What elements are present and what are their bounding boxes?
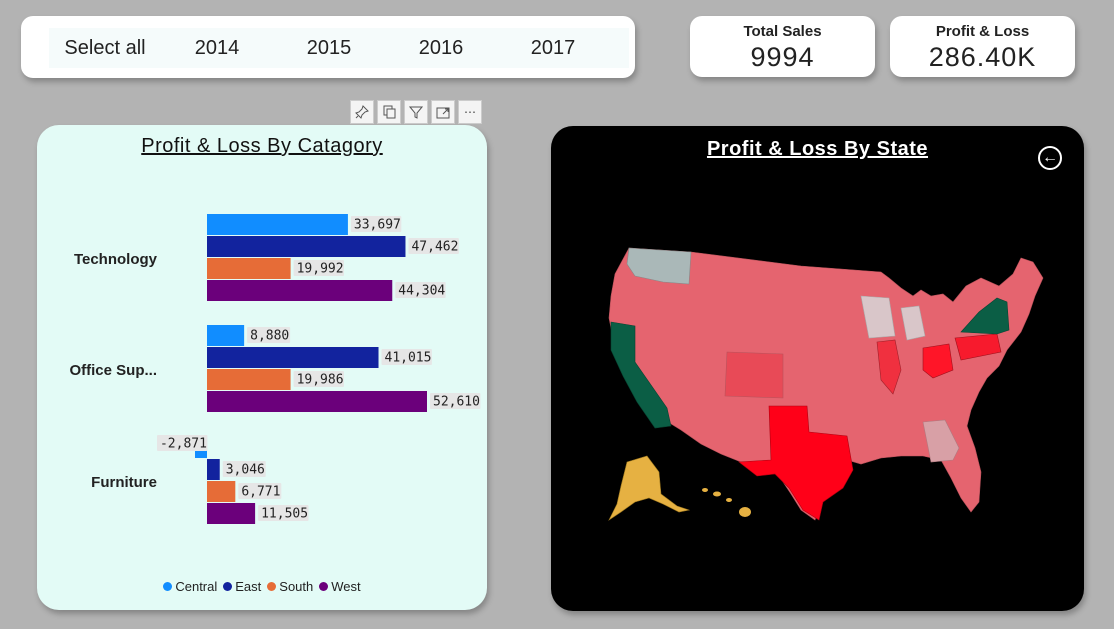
bar-west[interactable] [207, 503, 256, 524]
map-state-illinois[interactable] [876, 339, 902, 395]
map-state-georgia[interactable] [922, 419, 960, 463]
back-arrow-icon[interactable]: ← [1038, 146, 1062, 170]
data-label-bg [222, 461, 266, 477]
bar-west[interactable] [207, 280, 393, 301]
legend-dot-icon [319, 582, 329, 591]
slicer-item-2015[interactable]: 2015 [306, 36, 352, 59]
data-label-bg [238, 483, 282, 499]
data-label: 19,992 [297, 262, 344, 277]
profit-loss-label: Profit & Loss [935, 23, 1030, 40]
slicer-item-2017[interactable]: 2017 [530, 36, 576, 59]
data-label-bg [258, 505, 309, 521]
bar-east[interactable] [207, 236, 406, 257]
data-label: 47,462 [411, 240, 458, 255]
slicer-item-2016[interactable]: 2016 [418, 36, 464, 59]
category-axis-label: Furniture [91, 474, 157, 491]
map-state-michigan[interactable] [900, 305, 926, 341]
more-options-icon[interactable]: ⋯ [458, 100, 482, 124]
copy-icon[interactable] [377, 100, 401, 124]
us-map-svg[interactable] [551, 126, 1084, 611]
legend-label: Central [175, 579, 218, 594]
category-legend: Central East South West [37, 579, 487, 594]
data-label-bg [350, 216, 402, 232]
bar-east[interactable] [207, 347, 379, 368]
category-axis-label: Office Sup... [69, 362, 157, 379]
slicer-item-select-all[interactable]: Select all [64, 36, 146, 59]
visual-header-toolbar: ⋯ [350, 100, 482, 124]
data-label-bg [156, 435, 208, 451]
bar-west[interactable] [207, 391, 427, 412]
map-state-alaska[interactable] [608, 455, 691, 521]
data-label-bg [247, 327, 291, 343]
bar-central[interactable] [207, 325, 245, 346]
profit-by-category-chart: Profit & Loss By Catagory Technology 33,6… [37, 125, 487, 610]
data-label-bg [430, 393, 481, 409]
map-state-pennsylvania[interactable] [954, 333, 1002, 361]
legend-label: East [235, 579, 262, 594]
data-label: -2,871 [160, 437, 207, 452]
data-label: 41,015 [385, 351, 432, 366]
legend-label: South [279, 579, 314, 594]
map-state-colorado[interactable] [724, 351, 784, 399]
pin-icon[interactable] [350, 100, 374, 124]
category-bar-svg: Technology 33,697 47,462 19,992 44,304 Office… [69, 214, 481, 524]
profit-loss-value: 286.40K [928, 42, 1037, 72]
bar-south[interactable] [207, 369, 291, 390]
map-state-new-york[interactable] [960, 297, 1010, 335]
legend-item-central[interactable]: Central [163, 579, 217, 594]
legend-dot-icon [163, 582, 173, 591]
data-label-bg [293, 371, 344, 387]
data-label: 33,697 [354, 218, 401, 233]
year-slicer-items: Select all 2014 2015 2016 2017 [49, 28, 629, 68]
focus-mode-icon[interactable] [431, 100, 455, 124]
map-state-washington[interactable] [626, 247, 692, 285]
category-axis-label: Technology [74, 251, 158, 268]
profit-loss-card: Profit & Loss 286.40K [890, 16, 1075, 77]
state-map-title: Profit & Loss By State [706, 138, 929, 160]
data-label: 8,880 [250, 329, 289, 344]
bar-east[interactable] [207, 459, 220, 480]
category-chart-title: Profit & Loss By Catagory [141, 135, 383, 157]
filter-icon[interactable] [404, 100, 428, 124]
profit-by-state-map: Profit & Loss By State ← [551, 126, 1084, 611]
data-label-bg [395, 282, 446, 298]
bar-central[interactable] [207, 214, 348, 235]
data-label: 44,304 [398, 284, 445, 299]
legend-label: West [331, 579, 361, 594]
legend-dot-icon [223, 582, 233, 591]
total-sales-value: 9994 [750, 42, 815, 72]
legend-item-west[interactable]: West [319, 579, 361, 594]
legend-item-south[interactable]: South [267, 579, 313, 594]
total-sales-label: Total Sales [743, 23, 822, 40]
data-label-bg [293, 260, 345, 276]
data-label: 52,610 [433, 395, 480, 410]
data-label: 3,046 [226, 463, 265, 478]
map-state-hawaii[interactable] [702, 488, 751, 517]
data-label: 11,505 [261, 507, 308, 522]
bar-south[interactable] [207, 481, 236, 502]
map-state-wisconsin[interactable] [860, 295, 896, 339]
data-label-bg [408, 238, 459, 254]
data-label: 6,771 [241, 485, 280, 500]
data-label-bg [381, 349, 432, 365]
year-slicer: Select all 2014 2015 2016 2017 [21, 16, 635, 78]
slicer-item-2014[interactable]: 2014 [194, 36, 240, 59]
map-state-california[interactable] [610, 321, 672, 429]
map-state-texas[interactable] [738, 405, 854, 521]
total-sales-card: Total Sales 9994 [690, 16, 875, 77]
bar-south[interactable] [207, 258, 291, 279]
map-state-ohio[interactable] [922, 343, 954, 379]
legend-dot-icon [267, 582, 277, 591]
legend-item-east[interactable]: East [223, 579, 261, 594]
data-label: 19,986 [297, 373, 344, 388]
